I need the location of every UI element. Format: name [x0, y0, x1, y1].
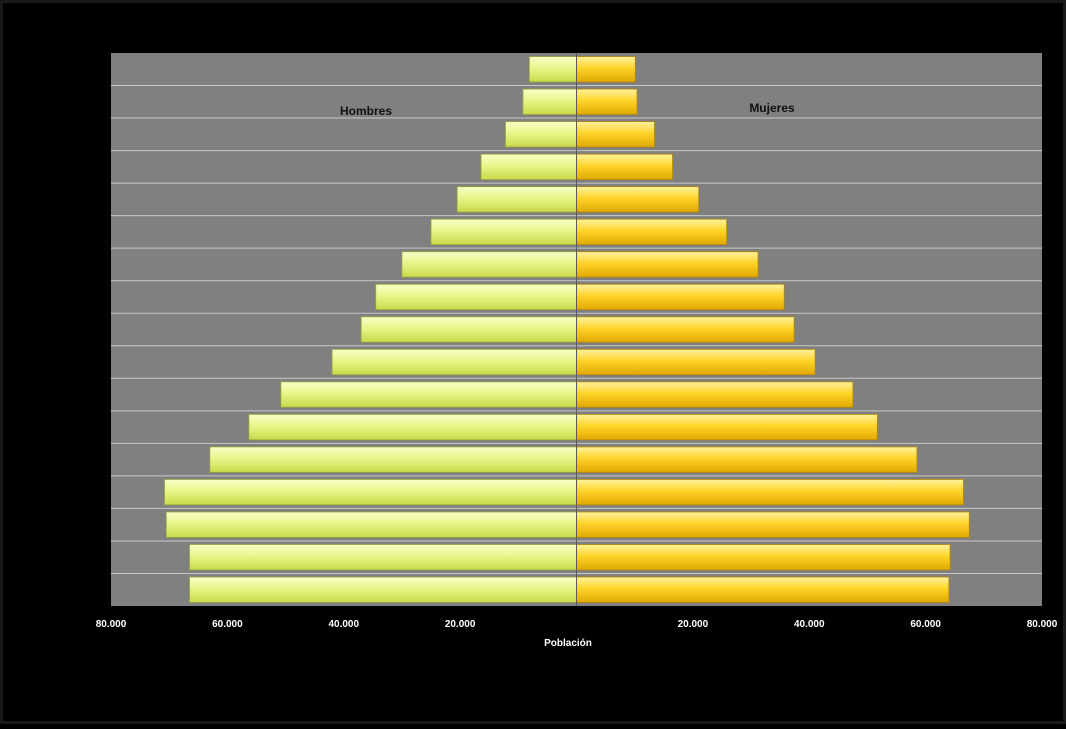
bar-hombres	[360, 316, 577, 343]
x-tick-labels: 80.000 60.000 40.000 20.000 20.000 40.000 60.0…	[96, 619, 1058, 630]
bar-hombres	[505, 121, 577, 148]
bar-hombres	[528, 56, 577, 83]
bar-mujeres	[576, 316, 795, 343]
bar-mujeres	[576, 414, 878, 441]
x-tick-label: 80.000	[96, 619, 127, 630]
bar-mujeres	[576, 446, 918, 473]
bar-hombres	[189, 544, 577, 571]
x-tick-label: 20.000	[678, 619, 709, 630]
bar-mujeres	[576, 348, 816, 376]
bar-hombres	[165, 511, 577, 538]
bar-mujeres	[576, 251, 759, 278]
bar-mujeres	[576, 511, 970, 538]
bar-mujeres	[576, 381, 854, 408]
bar-mujeres	[576, 576, 950, 603]
bar-mujeres	[576, 186, 700, 213]
series-label-hombres: Hombres	[340, 104, 392, 118]
bar-hombres	[189, 576, 577, 603]
bar-hombres	[522, 88, 577, 115]
bar-mujeres	[576, 88, 638, 115]
bar-hombres	[248, 414, 577, 441]
x-axis-title: Población	[544, 638, 592, 649]
bar-hombres	[430, 218, 577, 245]
bar-hombres	[375, 283, 577, 311]
x-tick-label: 80.000	[1027, 619, 1058, 630]
bar-hombres	[456, 186, 577, 213]
bar-hombres	[401, 251, 577, 278]
x-tick-label: 60.000	[212, 619, 243, 630]
bar-mujeres	[576, 153, 673, 180]
bar-mujeres	[576, 479, 964, 506]
x-tick-label: 40.000	[794, 619, 825, 630]
bar-hombres	[480, 153, 577, 180]
bar-mujeres	[576, 218, 728, 245]
bar-mujeres	[576, 283, 785, 311]
bars	[164, 56, 970, 603]
bar-mujeres	[576, 544, 951, 571]
bar-hombres	[209, 446, 577, 473]
x-tick-label: 60.000	[910, 619, 941, 630]
bar-hombres	[280, 381, 577, 408]
bar-hombres	[164, 479, 577, 506]
x-tick-label: 40.000	[328, 619, 359, 630]
x-tick-label: 20.000	[445, 619, 476, 630]
bar-mujeres	[576, 56, 636, 83]
bar-mujeres	[576, 121, 655, 148]
series-label-mujeres: Mujeres	[749, 101, 795, 115]
bar-hombres	[331, 348, 577, 376]
